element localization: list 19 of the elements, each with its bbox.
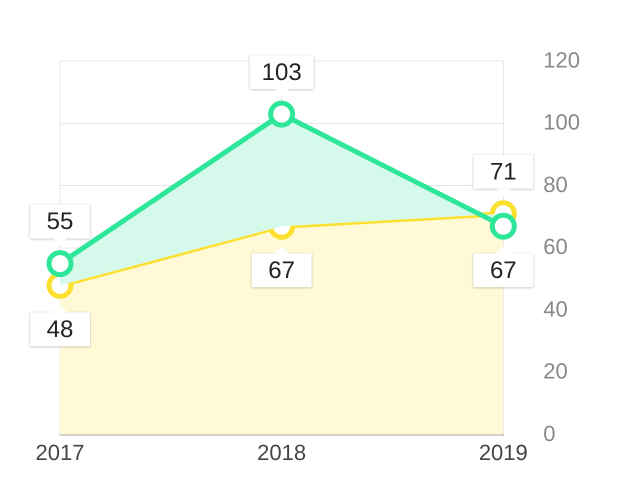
data-label: 103 — [262, 58, 302, 86]
y-tick-label: 120 — [543, 47, 580, 72]
y-tick-label: 60 — [543, 234, 568, 260]
point — [268, 100, 296, 128]
data-label: 55 — [46, 208, 74, 236]
data-label: 67 — [490, 256, 517, 284]
point — [46, 250, 74, 278]
y-tick-label: 80 — [543, 172, 568, 197]
x-tick-label: 2019 — [478, 440, 528, 466]
y-tick-label: 40 — [543, 296, 568, 322]
y-tick-label: 100 — [543, 110, 580, 135]
x-tick-label: 2017 — [36, 440, 84, 466]
data-label: 48 — [46, 316, 74, 343]
data-label: 71 — [490, 158, 517, 186]
y-tick-label: 20 — [543, 358, 568, 384]
x-tick-label: 2018 — [257, 440, 306, 466]
y-tick-label: 0 — [543, 420, 556, 446]
point — [490, 212, 517, 240]
data-label: 67 — [268, 256, 295, 284]
